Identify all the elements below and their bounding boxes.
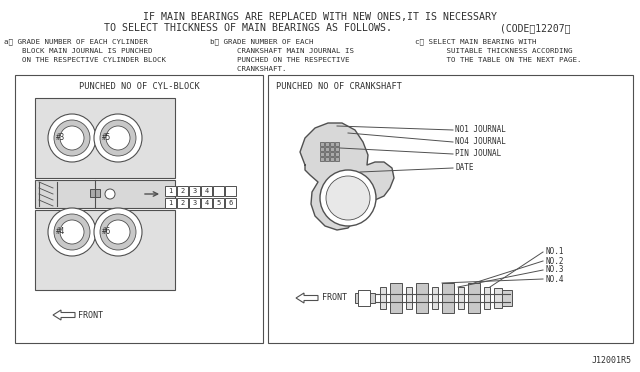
Text: b〉 GRADE NUMBER OF EACH
      CRANKSHAFT MAIN JOURNAL IS
      PUNCHED ON THE RE: b〉 GRADE NUMBER OF EACH CRANKSHAFT MAIN … (210, 38, 354, 71)
Bar (335, 147, 339, 151)
Polygon shape (300, 123, 394, 230)
Bar (325, 152, 329, 156)
Text: (CODE。12207〉: (CODE。12207〉 (500, 23, 570, 33)
Text: PIN JOUNAL: PIN JOUNAL (455, 150, 501, 158)
Bar (406, 287, 412, 309)
Text: c〉 SELECT MAIN BEARING WITH
       SUITABLE THICKNESS ACCORDING
       TO THE TA: c〉 SELECT MAIN BEARING WITH SUITABLE THI… (415, 38, 582, 62)
Circle shape (94, 114, 142, 162)
Circle shape (54, 120, 90, 156)
Bar (390, 283, 402, 313)
Bar (432, 287, 438, 309)
Bar (320, 142, 324, 146)
Bar (325, 147, 329, 151)
Bar (15, 75, 263, 343)
Text: NO4 JOURNAL: NO4 JOURNAL (455, 138, 506, 147)
Text: 3: 3 (193, 188, 196, 194)
Bar (35, 210, 175, 290)
Text: J12001R5: J12001R5 (592, 356, 632, 365)
Bar (468, 283, 480, 313)
Bar (268, 75, 633, 343)
Text: #4: #4 (56, 228, 65, 237)
Bar (165, 186, 176, 196)
Text: NO.4: NO.4 (545, 275, 563, 283)
Text: DATE: DATE (455, 164, 474, 173)
Bar (484, 287, 490, 309)
Text: FRONT: FRONT (322, 294, 347, 302)
Bar (189, 198, 200, 208)
Bar (201, 186, 212, 196)
Circle shape (48, 114, 96, 162)
Circle shape (100, 120, 136, 156)
Bar (320, 152, 324, 156)
FancyArrow shape (296, 293, 318, 303)
Text: 4: 4 (204, 200, 209, 206)
FancyArrow shape (53, 310, 75, 320)
Text: #3: #3 (56, 134, 65, 142)
Text: 1: 1 (168, 188, 173, 194)
Text: PUNCHED NO OF CYL-BLOCK: PUNCHED NO OF CYL-BLOCK (79, 82, 200, 91)
Bar (335, 157, 339, 161)
Circle shape (48, 208, 96, 256)
Text: IF MAIN BEARINGS ARE REPLACED WITH NEW ONES,IT IS NECESSARY: IF MAIN BEARINGS ARE REPLACED WITH NEW O… (143, 12, 497, 22)
Circle shape (54, 214, 90, 250)
Bar (177, 198, 188, 208)
Bar (330, 147, 334, 151)
Text: PUNCHED NO OF CRANKSHAFT: PUNCHED NO OF CRANKSHAFT (276, 82, 402, 91)
Bar (335, 142, 339, 146)
Text: NO.3: NO.3 (545, 266, 563, 275)
Bar (325, 157, 329, 161)
Bar (90, 189, 100, 197)
Text: 5: 5 (216, 200, 221, 206)
Text: 2: 2 (180, 188, 184, 194)
Bar (225, 198, 236, 208)
Bar (213, 186, 224, 196)
Text: NO.2: NO.2 (545, 257, 563, 266)
Text: a〉 GRADE NUMBER OF EACH CYLINDER
    BLOCK MAIN JOURNAL IS PUNCHED
    ON THE RE: a〉 GRADE NUMBER OF EACH CYLINDER BLOCK M… (4, 38, 166, 62)
Circle shape (326, 176, 370, 220)
Text: NO1 JOURNAL: NO1 JOURNAL (455, 125, 506, 135)
Bar (213, 198, 224, 208)
Bar (225, 186, 236, 196)
Text: TO SELECT THICKNESS OF MAIN BEARINGS AS FOLLOWS.: TO SELECT THICKNESS OF MAIN BEARINGS AS … (104, 23, 392, 33)
Circle shape (94, 208, 142, 256)
Text: #5: #5 (102, 134, 111, 142)
Bar (165, 198, 176, 208)
Bar (35, 98, 175, 178)
Text: 3: 3 (193, 200, 196, 206)
Text: 1: 1 (168, 200, 173, 206)
Bar (320, 147, 324, 151)
Bar (502, 290, 512, 306)
Bar (335, 152, 339, 156)
Circle shape (60, 126, 84, 150)
Circle shape (60, 220, 84, 244)
Text: #6: #6 (102, 228, 111, 237)
Bar (358, 290, 370, 306)
Text: FRONT: FRONT (78, 311, 103, 320)
Bar (330, 152, 334, 156)
Bar (330, 142, 334, 146)
Text: 4: 4 (204, 188, 209, 194)
Bar (201, 198, 212, 208)
Bar (458, 287, 464, 309)
Text: 6: 6 (228, 200, 232, 206)
Text: NO.1: NO.1 (545, 247, 563, 257)
Circle shape (320, 170, 376, 226)
Circle shape (106, 220, 130, 244)
Circle shape (105, 189, 115, 199)
Bar (320, 157, 324, 161)
Text: 2: 2 (180, 200, 184, 206)
Bar (177, 186, 188, 196)
Circle shape (100, 214, 136, 250)
Bar (325, 142, 329, 146)
Bar (355, 293, 375, 303)
Circle shape (106, 126, 130, 150)
Bar (35, 180, 175, 208)
Bar (330, 157, 334, 161)
Bar (380, 287, 386, 309)
Bar (442, 283, 454, 313)
Bar (494, 288, 502, 308)
Bar (416, 283, 428, 313)
Bar (189, 186, 200, 196)
